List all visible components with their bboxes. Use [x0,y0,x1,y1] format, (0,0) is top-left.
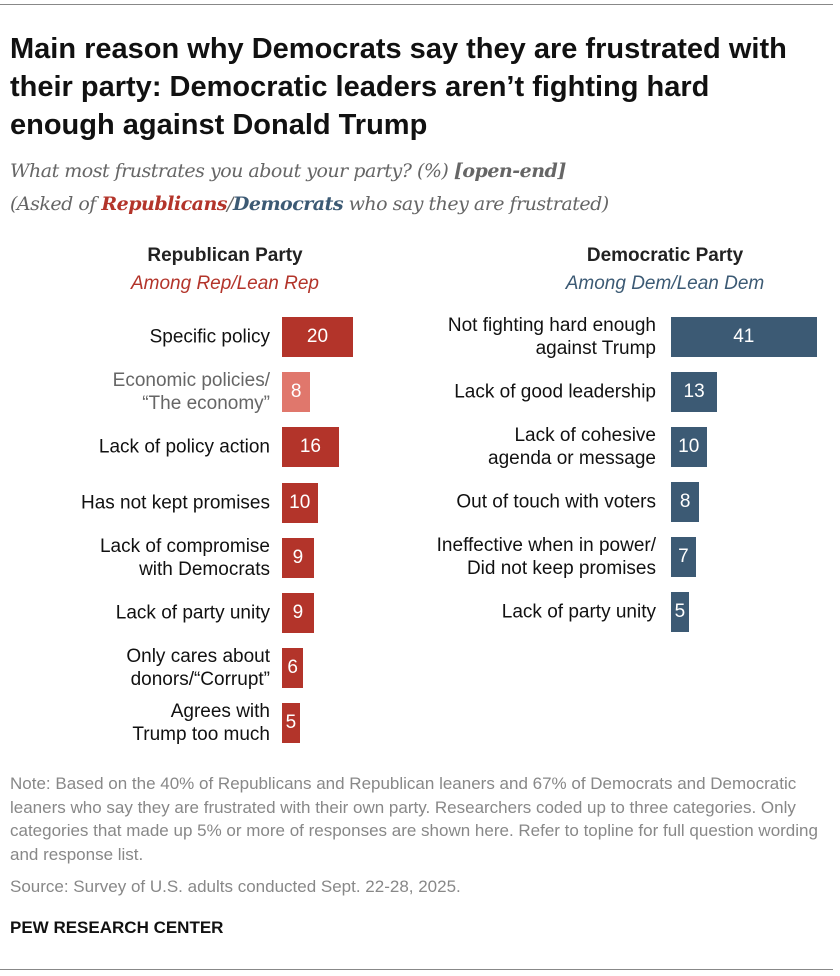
bar-value-label: 13 [683,381,705,402]
dem-bar: 5 [671,592,689,632]
bar-value-label: 9 [292,546,304,568]
dem-panel-title: Democratic Party [586,245,744,266]
bar-value-label: 10 [678,436,700,457]
label-line: Lack of policy action [98,436,270,458]
label-line: Has not kept promises [80,492,270,514]
subtitle-asked: (Asked of Republicans/Democrats who say … [10,193,609,215]
dem-bar: 10 [671,427,707,467]
bar-value-label: 5 [674,601,686,622]
top-rule [0,4,833,5]
subtitle-question: What most frustrates you about your part… [10,160,566,182]
rep-bar: 10 [282,482,318,523]
label-line: Out of touch with voters [456,491,656,513]
bar-value-label: 20 [306,326,329,347]
rep-bar: 9 [282,593,314,633]
rep-category-label: Lack of party unity [0,602,270,625]
dem-category-label: Lack of good leadership [326,381,656,404]
label-line: Trump too much [132,724,270,746]
dem-bar: 13 [671,372,718,412]
dem-category-label: Not fighting hard enough against Trump [326,314,656,360]
label-line: donors/“Corrupt” [130,669,270,691]
label-line: Ineffective when in power/ [436,535,656,556]
rep-panel-title: Republican Party [147,245,303,266]
source: Source: Survey of U.S. adults conducted … [10,877,461,896]
dem-category-label: Ineffective when in power/Did not keep p… [326,534,656,580]
asked-prefix: (Asked of [10,193,96,215]
bar-value-label: 8 [290,381,302,403]
democrats-word: Democrats [232,193,344,215]
bar-value-label: 5 [285,712,297,734]
label-line: Specific policy [149,326,270,348]
rep-category-label: Lack of policy action [0,436,270,459]
label-line: Agrees with [170,701,270,723]
label-line: Lack of cohesive [514,425,656,446]
dem-category-label: Lack of cohesive agenda or message [326,424,656,470]
rep-bar: 9 [282,537,314,578]
label-line: Not fighting hard enough [447,315,656,336]
dem-category-label: Lack of party unity [326,601,656,624]
bar-value-label: 6 [287,657,298,679]
label-line: Economic policies/ [112,370,270,392]
dem-bar: 41 [671,317,817,357]
dem-panel-subtitle: Among Dem/Lean Dem [565,273,765,294]
bar-value-label: 16 [299,436,321,458]
bar-value-label: 8 [679,491,691,512]
rep-category-label: Lack of compromise with Democrats [0,535,270,581]
pew-logo: PEW RESEARCH CENTER [10,918,224,937]
note: Note: Based on the 40% of Republicans an… [10,774,818,864]
question-text: What most frustrates you about your part… [10,160,449,182]
slash: / [226,193,233,215]
label-line: Only cares about [126,646,270,668]
rep-bar: 6 [282,648,304,689]
rep-bar: 8 [282,372,311,413]
label-line: Lack of party unity [501,601,656,623]
label-line: Did not keep promises [466,558,656,579]
bar-value-label: 7 [678,546,689,567]
rep-bar: 5 [282,703,300,744]
bottom-rule [0,969,833,970]
rep-category-label: Specific policy [0,326,270,349]
republicans-word: Republicans [101,193,227,215]
label-line: against Trump [535,338,656,359]
rep-bar: 20 [282,317,353,357]
label-line: “The economy” [142,393,270,415]
label-line: agenda or message [488,448,656,469]
rep-panel-subtitle: Among Rep/Lean Rep [130,273,319,294]
bar-value-label: 9 [292,602,304,623]
dem-bar: 7 [671,537,696,577]
rep-bar: 16 [282,427,339,468]
rep-category-label: Has not kept promises [0,491,270,514]
chart-title: Main reason why Democrats say they are f… [10,33,787,141]
asked-suffix: who say they are frustrated) [348,193,610,215]
label-line: Lack of party unity [115,602,270,624]
rep-category-label: Agrees with Trump too much [0,700,270,746]
label-line: with Democrats [139,558,270,580]
label-line: Lack of good leadership [454,381,656,403]
rep-category-label: Economic policies/“The economy” [0,369,270,415]
dem-category-label: Out of touch with voters [326,491,656,514]
bar-value-label: 10 [289,491,311,513]
dem-bar: 8 [671,482,700,522]
bar-value-label: 41 [733,326,755,347]
rep-category-label: Only cares about donors/“Corrupt” [0,645,270,691]
label-line: Lack of compromise [99,535,270,557]
open-end-tag: [open-end] [453,160,566,182]
